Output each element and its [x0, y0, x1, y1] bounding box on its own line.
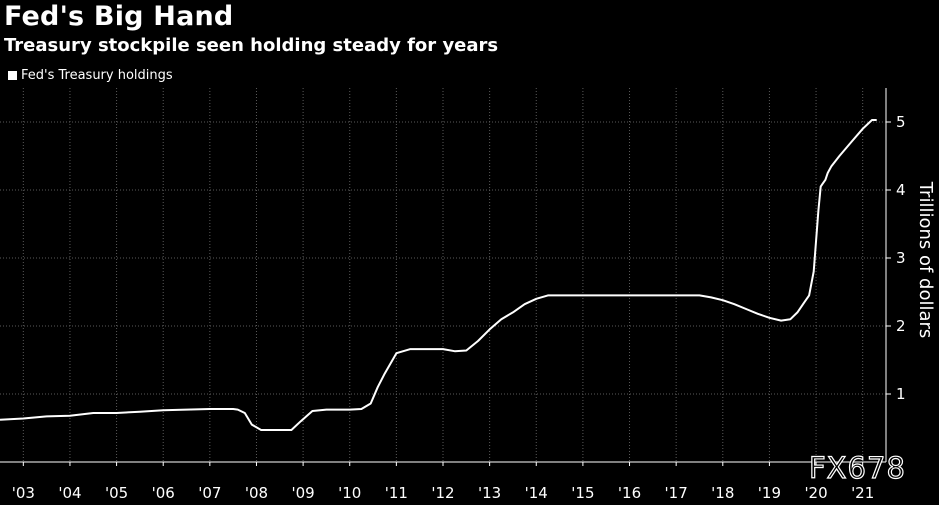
x-tick-label-'14: '14 [525, 484, 548, 502]
axes [0, 88, 891, 466]
x-tick-label-'18: '18 [711, 484, 734, 502]
watermark: FX678 [808, 450, 906, 485]
x-tick-label-'20: '20 [804, 484, 827, 502]
legend-swatch [8, 71, 17, 80]
y-tick-label-3: 3 [896, 249, 906, 267]
x-tick-label-'08: '08 [245, 484, 268, 502]
grid [0, 88, 886, 462]
y-axis-title: Trillions of dollars [915, 181, 936, 339]
x-tick-label-'07: '07 [198, 484, 221, 502]
x-tick-label-'19: '19 [758, 484, 781, 502]
chart-subtitle: Treasury stockpile seen holding steady f… [4, 35, 499, 56]
x-tick-label-'21: '21 [851, 484, 874, 502]
x-tick-label-'04: '04 [58, 484, 81, 502]
y-tick-label-5: 5 [896, 113, 906, 131]
chart-title: Fed's Big Hand [4, 1, 234, 32]
x-tick-label-'05: '05 [105, 484, 128, 502]
x-tick-label-'12: '12 [431, 484, 454, 502]
legend: Fed's Treasury holdings [8, 68, 173, 83]
series [0, 119, 877, 431]
x-tick-label-'13: '13 [478, 484, 501, 502]
x-tick-label-'03: '03 [12, 484, 35, 502]
x-tick-label-'11: '11 [385, 484, 408, 502]
tick-labels: '03 '04 '05 '06 '07 '08 '09 '10 '11 '12 '13 '14 '15 '… [12, 113, 936, 502]
x-tick-label-'15: '15 [571, 484, 594, 502]
x-tick-label-'17: '17 [665, 484, 688, 502]
x-tick-label-'10: '10 [338, 484, 361, 502]
series-line-treasury-holdings [0, 119, 877, 431]
x-tick-label-'09: '09 [291, 484, 314, 502]
legend-label: Fed's Treasury holdings [21, 68, 173, 83]
x-tick-label-'16: '16 [618, 484, 641, 502]
y-tick-label-1: 1 [896, 385, 906, 403]
x-tick-label-'06: '06 [152, 484, 175, 502]
y-tick-label-2: 2 [896, 317, 906, 335]
y-tick-label-4: 4 [896, 181, 906, 199]
